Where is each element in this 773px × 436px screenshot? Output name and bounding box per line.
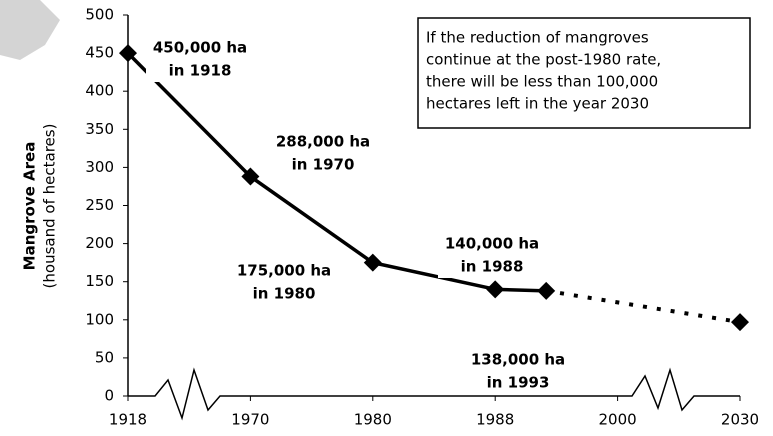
x-tick-label: 1988 <box>476 411 514 429</box>
value-label: in 1918 <box>169 62 232 80</box>
chart: Mangrove Area (housand of hectares) If t… <box>0 0 773 436</box>
value-label: 175,000 ha <box>237 262 331 280</box>
annotation-line: hectares left in the year 2030 <box>426 95 649 113</box>
marker <box>486 280 504 298</box>
y-tick-label: 500 <box>85 6 114 24</box>
y-tick-label: 300 <box>85 158 114 176</box>
y-tick-label: 350 <box>85 120 114 138</box>
annotation-line: If the reduction of mangroves <box>426 29 649 47</box>
annotation-line: there will be less than 100,000 <box>426 73 658 91</box>
y-axis-subtitle: (housand of hectares) <box>41 124 59 289</box>
line-segment <box>250 177 372 263</box>
marker <box>537 282 555 300</box>
value-label: 138,000 ha <box>471 351 565 369</box>
y-tick-label: 100 <box>85 310 114 328</box>
y-tick-label: 150 <box>85 272 114 290</box>
page: Mangrove Area (housand of hectares) If t… <box>0 0 773 436</box>
background-blob <box>0 0 60 60</box>
y-tick-label: 0 <box>104 387 114 405</box>
value-label: in 1988 <box>461 258 524 276</box>
x-tick-label: 2000 <box>599 411 637 429</box>
y-tick-label: 250 <box>85 196 114 214</box>
y-tick-label: 200 <box>85 234 114 252</box>
y-tick-label: 400 <box>85 82 114 100</box>
y-tick-label: 50 <box>95 348 114 366</box>
value-label: 450,000 ha <box>153 39 247 57</box>
x-tick-label: 1918 <box>109 411 147 429</box>
value-label: 140,000 ha <box>445 235 539 253</box>
x-axis-broken <box>128 370 740 418</box>
annotation-line: continue at the post-1980 rate, <box>426 51 661 69</box>
value-label: in 1970 <box>292 156 355 174</box>
x-tick-label: 1970 <box>231 411 269 429</box>
x-tick-label: 2030 <box>721 411 759 429</box>
marker <box>731 313 749 331</box>
value-label: 288,000 ha <box>276 133 370 151</box>
value-label: in 1993 <box>487 374 550 392</box>
value-label: in 1980 <box>253 285 316 303</box>
y-tick-label: 450 <box>85 44 114 62</box>
x-tick-label: 1980 <box>354 411 392 429</box>
y-axis-title: Mangrove Area <box>21 142 39 271</box>
projection-segment <box>546 291 740 322</box>
